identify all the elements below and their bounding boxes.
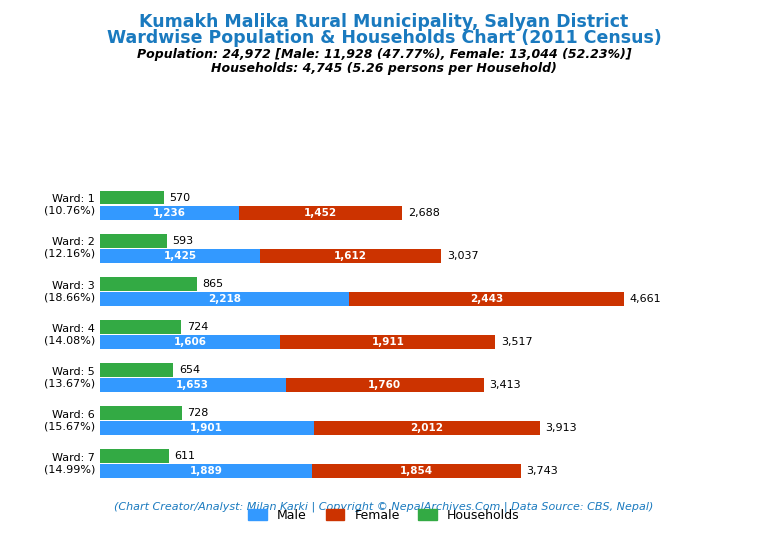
Text: 1,911: 1,911: [372, 337, 404, 347]
Bar: [239, 206, 402, 220]
Text: 2,012: 2,012: [410, 423, 443, 433]
Text: Population: 24,972 [Male: 11,928 (47.77%), Female: 13,044 (52.23%)]: Population: 24,972 [Male: 11,928 (47.77%…: [137, 48, 631, 61]
Text: 593: 593: [172, 236, 194, 245]
Text: 570: 570: [170, 192, 190, 203]
Bar: [100, 277, 197, 291]
Text: 654: 654: [179, 365, 200, 375]
Bar: [100, 363, 174, 377]
Text: 2,688: 2,688: [408, 207, 439, 218]
Text: 3,037: 3,037: [447, 251, 478, 260]
Text: 2,443: 2,443: [470, 294, 503, 304]
Text: 724: 724: [187, 322, 208, 332]
Text: 1,452: 1,452: [304, 207, 337, 218]
Text: 1,889: 1,889: [190, 466, 223, 477]
Text: 4,661: 4,661: [630, 294, 661, 304]
Text: (Chart Creator/Analyst: Milan Karki | Copyright © NepalArchives.Com | Data Sourc: (Chart Creator/Analyst: Milan Karki | Co…: [114, 501, 654, 512]
Bar: [286, 378, 484, 392]
Text: 1,425: 1,425: [164, 251, 197, 260]
Bar: [100, 335, 280, 349]
Bar: [100, 465, 313, 478]
Bar: [100, 421, 313, 435]
Text: 1,854: 1,854: [400, 466, 433, 477]
Bar: [100, 234, 167, 248]
Bar: [313, 465, 521, 478]
Text: 1,606: 1,606: [174, 337, 207, 347]
Bar: [349, 292, 624, 306]
Text: 1,901: 1,901: [190, 423, 223, 433]
Bar: [100, 406, 182, 420]
Text: 1,236: 1,236: [153, 207, 186, 218]
Text: Households: 4,745 (5.26 persons per Household): Households: 4,745 (5.26 persons per Hous…: [211, 62, 557, 75]
Text: Wardwise Population & Households Chart (2011 Census): Wardwise Population & Households Chart (…: [107, 29, 661, 48]
Text: 3,743: 3,743: [526, 466, 558, 477]
Text: Kumakh Malika Rural Municipality, Salyan District: Kumakh Malika Rural Municipality, Salyan…: [139, 13, 629, 32]
Bar: [100, 449, 168, 463]
Text: 3,413: 3,413: [489, 380, 521, 390]
Legend: Male, Female, Households: Male, Female, Households: [243, 504, 525, 527]
Text: 1,612: 1,612: [334, 251, 367, 260]
Bar: [100, 292, 349, 306]
Text: 3,913: 3,913: [545, 423, 577, 433]
Text: 865: 865: [203, 279, 223, 289]
Bar: [313, 421, 540, 435]
Text: 728: 728: [187, 408, 209, 418]
Bar: [280, 335, 495, 349]
Text: 1,653: 1,653: [177, 380, 210, 390]
Text: 3,517: 3,517: [501, 337, 532, 347]
Text: 1,760: 1,760: [368, 380, 401, 390]
Bar: [100, 249, 260, 263]
Bar: [100, 206, 239, 220]
Text: 611: 611: [174, 451, 195, 461]
Bar: [100, 378, 286, 392]
Bar: [260, 249, 442, 263]
Bar: [100, 320, 181, 334]
Text: 2,218: 2,218: [208, 294, 241, 304]
Bar: [100, 191, 164, 204]
